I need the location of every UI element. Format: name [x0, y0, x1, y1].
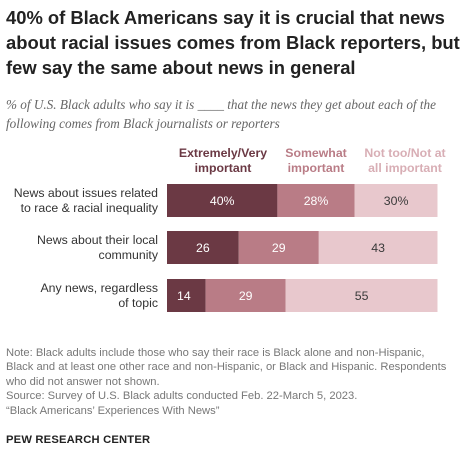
bar-segment [285, 279, 438, 312]
bar-segment [238, 231, 319, 264]
bar-segment [167, 184, 278, 217]
stacked-bar-chart: Extremely/Very important Somewhat important… [14, 146, 446, 312]
data-label: 43 [371, 241, 385, 255]
bar-segment [277, 184, 355, 217]
bar-segment [167, 279, 206, 312]
chart-title: 40% of Black Americans say it is crucial… [6, 7, 460, 78]
data-label: 28% [304, 194, 329, 208]
report-title-line: “Black Americans’ Experiences With News” [6, 404, 220, 417]
note-line: Note: Black adults include those who say… [6, 347, 425, 359]
data-label: 29 [272, 241, 286, 255]
legend-label: Not too/Not at all important [364, 146, 445, 175]
data-label: 14 [177, 289, 191, 303]
data-label: 55 [355, 289, 369, 303]
category-label: Any news, regardless of topic [40, 281, 158, 310]
bar-segment [167, 231, 239, 264]
data-label: 26 [196, 241, 210, 255]
source-line: Source: Survey of U.S. Black adults cond… [6, 390, 358, 403]
note-line: Black and at least one other race and no… [6, 361, 447, 374]
chart-subtitle: % of U.S. Black adults who say it is ___… [6, 97, 436, 131]
note-line: who did not answer not shown. [6, 375, 160, 388]
chart-note: Note: Black adults include those who say… [6, 346, 470, 418]
source-organization: PEW RESEARCH CENTER [6, 434, 151, 446]
bar-segment [318, 231, 438, 264]
data-label: 29 [239, 289, 253, 303]
legend-label: Extremely/Very important [179, 146, 267, 175]
data-label: 30% [384, 194, 409, 208]
legend-label: Somewhat important [285, 146, 347, 175]
bar-segment [205, 279, 286, 312]
bar-segment [354, 184, 438, 217]
category-label: News about their local community [37, 233, 159, 262]
category-label: News about issues related to race & racia… [14, 186, 159, 215]
data-label: 40% [210, 194, 235, 208]
